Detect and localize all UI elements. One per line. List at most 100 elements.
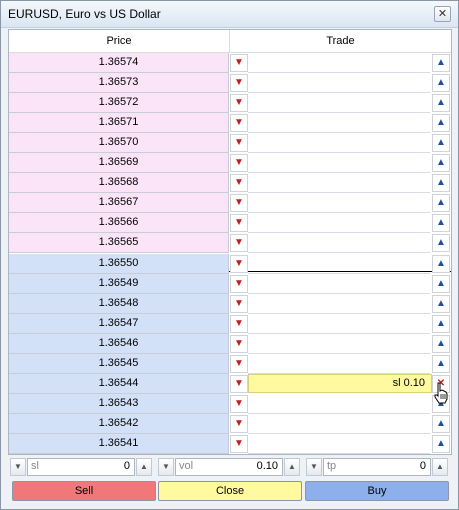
sell-at-level-chevron-down-icon[interactable]: ▼ (230, 134, 248, 152)
sell-at-level-chevron-down-icon[interactable]: ▼ (230, 275, 248, 293)
buy-at-level-chevron-up-icon[interactable]: ▲ (432, 255, 450, 273)
price-cell[interactable]: 1.36550 (9, 254, 229, 274)
price-cell[interactable]: 1.36546 (9, 334, 229, 354)
dom-row: 1.36567 ▼ ▲ (9, 193, 451, 213)
sell-at-level-chevron-down-icon[interactable]: ▼ (230, 395, 248, 413)
trade-cell[interactable] (248, 294, 430, 314)
buy-at-level-chevron-up-icon[interactable]: ▲ (432, 154, 450, 172)
sell-at-level-chevron-down-icon[interactable]: ▼ (230, 335, 248, 353)
sl-field[interactable]: sl 0 (27, 458, 135, 476)
price-cell[interactable]: 1.36569 (9, 153, 229, 173)
price-cell[interactable]: 1.36574 (9, 53, 229, 73)
buy-at-level-chevron-up-icon[interactable]: ▲ (432, 214, 450, 232)
sell-at-level-chevron-down-icon[interactable]: ▼ (230, 415, 248, 433)
trade-cell[interactable] (248, 193, 430, 213)
dom-row: 1.36548 ▼ ▲ (9, 294, 451, 314)
buy-button[interactable]: Buy (305, 481, 449, 501)
buy-at-level-chevron-up-icon[interactable]: ▲ (432, 74, 450, 92)
buy-at-level-chevron-up-icon[interactable]: ▲ (432, 174, 450, 192)
price-cell[interactable]: 1.36547 (9, 314, 229, 334)
buy-at-level-chevron-up-icon[interactable]: ▲ (432, 134, 450, 152)
buy-at-level-chevron-up-icon[interactable]: ▲ (432, 335, 450, 353)
buy-at-level-chevron-up-icon[interactable]: ▲ (432, 355, 450, 373)
trade-cell[interactable] (248, 274, 430, 294)
trade-cell[interactable] (248, 93, 430, 113)
sell-at-level-chevron-down-icon[interactable]: ▼ (230, 255, 248, 273)
sell-at-level-chevron-down-icon[interactable]: ▼ (230, 315, 248, 333)
trade-cell[interactable] (248, 133, 430, 153)
price-cell[interactable]: 1.36566 (9, 213, 229, 233)
trade-cell[interactable] (248, 73, 430, 93)
sell-at-level-chevron-down-icon[interactable]: ▼ (230, 114, 248, 132)
close-window-button[interactable]: ✕ (434, 6, 451, 22)
sell-button[interactable]: Sell (12, 481, 156, 501)
sell-at-level-chevron-down-icon[interactable]: ▼ (230, 214, 248, 232)
price-cell[interactable]: 1.36571 (9, 113, 229, 133)
trade-cell[interactable]: sl 0.10 (248, 374, 432, 393)
trade-cell[interactable] (248, 173, 430, 193)
price-cell[interactable]: 1.36572 (9, 93, 229, 113)
price-cell[interactable]: 1.36541 (9, 434, 229, 454)
sell-at-level-chevron-down-icon[interactable]: ▼ (230, 355, 248, 373)
sell-at-level-chevron-down-icon[interactable]: ▼ (230, 375, 248, 393)
buy-at-level-chevron-up-icon[interactable]: ▲ (432, 435, 450, 453)
trade-order-label: sl 0.10 (392, 377, 425, 389)
trade-cell[interactable] (248, 434, 430, 454)
title-bar[interactable]: EURUSD, Euro vs US Dollar ✕ (1, 1, 458, 28)
sell-at-level-chevron-down-icon[interactable]: ▼ (230, 74, 248, 92)
buy-at-level-chevron-up-icon[interactable]: ▲ (432, 94, 450, 112)
price-cell[interactable]: 1.36544 (9, 374, 229, 394)
price-cell[interactable]: 1.36542 (9, 414, 229, 434)
sell-at-level-chevron-down-icon[interactable]: ▼ (230, 295, 248, 313)
price-cell[interactable]: 1.36568 (9, 173, 229, 193)
trade-cell[interactable] (248, 254, 430, 274)
tp-field[interactable]: tp 0 (323, 458, 431, 476)
price-cell[interactable]: 1.36549 (9, 274, 229, 294)
vol-field[interactable]: vol 0.10 (175, 458, 283, 476)
buy-at-level-chevron-up-icon[interactable]: ▲ (432, 415, 450, 433)
buy-at-level-chevron-up-icon[interactable]: ▲ (432, 234, 450, 252)
trade-column-header[interactable]: Trade (230, 30, 451, 53)
sell-at-level-chevron-down-icon[interactable]: ▼ (230, 94, 248, 112)
sell-at-level-chevron-down-icon[interactable]: ▼ (230, 194, 248, 212)
buy-at-level-chevron-up-icon[interactable]: ▲ (432, 194, 450, 212)
trade-cell[interactable] (248, 354, 430, 374)
tp-decrease-button[interactable]: ▼ (306, 458, 322, 476)
price-cell[interactable]: 1.36573 (9, 73, 229, 93)
sell-at-level-chevron-down-icon[interactable]: ▼ (230, 174, 248, 192)
trade-cell[interactable] (248, 53, 430, 73)
buy-at-level-chevron-up-icon[interactable]: ▲ (432, 114, 450, 132)
trade-cell[interactable] (248, 314, 430, 334)
trade-cell[interactable] (248, 414, 430, 434)
price-cell[interactable]: 1.36570 (9, 133, 229, 153)
dom-row: 1.36565 ▼ ▲ (9, 233, 451, 253)
sell-at-level-chevron-down-icon[interactable]: ▼ (230, 54, 248, 72)
trade-cell[interactable] (248, 113, 430, 133)
vol-increase-button[interactable]: ▲ (284, 458, 300, 476)
buy-at-level-chevron-up-icon[interactable]: ▲ (432, 275, 450, 293)
trade-cell[interactable] (248, 153, 430, 173)
price-cell[interactable]: 1.36548 (9, 294, 229, 314)
dom-row: 1.36566 ▼ ▲ (9, 213, 451, 233)
price-cell[interactable]: 1.36565 (9, 233, 229, 253)
buy-at-level-chevron-up-icon[interactable]: ▲ (432, 295, 450, 313)
sell-at-level-chevron-down-icon[interactable]: ▼ (230, 154, 248, 172)
vol-decrease-button[interactable]: ▼ (158, 458, 174, 476)
sl-increase-button[interactable]: ▲ (136, 458, 152, 476)
cancel-order-close-icon[interactable]: ✕ (432, 375, 450, 393)
trade-cell[interactable] (248, 233, 430, 253)
sell-at-level-chevron-down-icon[interactable]: ▼ (230, 435, 248, 453)
price-column-header[interactable]: Price (9, 30, 230, 53)
trade-cell[interactable] (248, 334, 430, 354)
price-cell[interactable]: 1.36545 (9, 354, 229, 374)
close-position-button[interactable]: Close (158, 481, 302, 501)
buy-at-level-chevron-up-icon[interactable]: ▲ (432, 54, 450, 72)
price-cell[interactable]: 1.36543 (9, 394, 229, 414)
price-cell[interactable]: 1.36567 (9, 193, 229, 213)
sl-decrease-button[interactable]: ▼ (10, 458, 26, 476)
tp-increase-button[interactable]: ▲ (432, 458, 448, 476)
sell-at-level-chevron-down-icon[interactable]: ▼ (230, 234, 248, 252)
trade-cell[interactable] (248, 394, 430, 414)
trade-cell[interactable] (248, 213, 430, 233)
buy-at-level-chevron-up-icon[interactable]: ▲ (432, 315, 450, 333)
